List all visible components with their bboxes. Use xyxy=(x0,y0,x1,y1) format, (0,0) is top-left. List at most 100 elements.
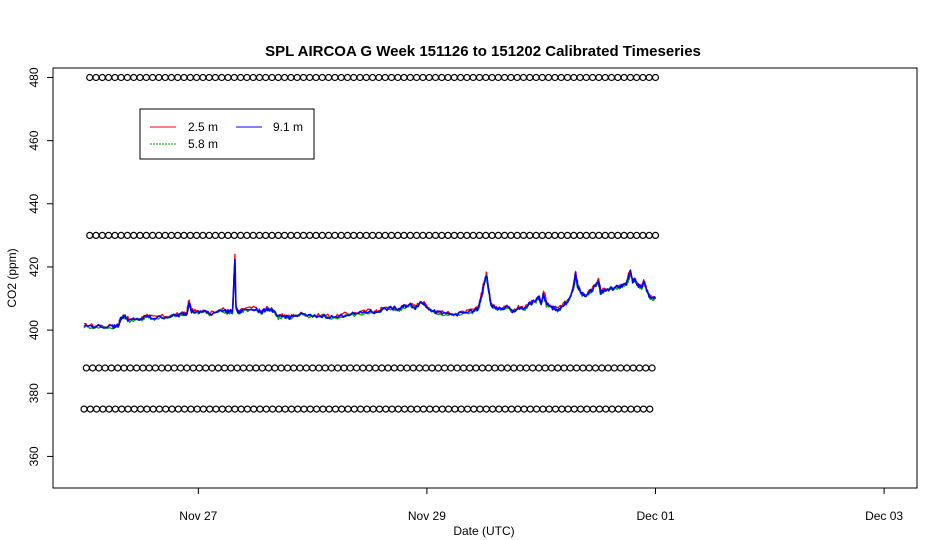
data-marker xyxy=(290,364,298,372)
data-marker xyxy=(431,73,440,82)
data-marker xyxy=(432,405,440,413)
data-marker xyxy=(343,73,352,82)
data-marker xyxy=(488,73,496,82)
data-marker xyxy=(246,364,254,372)
data-marker xyxy=(86,231,94,239)
data-marker xyxy=(313,405,321,413)
data-marker xyxy=(86,405,94,413)
data-marker xyxy=(601,73,609,82)
data-marker xyxy=(86,73,94,82)
data-marker xyxy=(557,231,565,239)
data-marker xyxy=(394,73,402,82)
data-marker xyxy=(265,364,273,372)
data-marker xyxy=(425,231,433,239)
data-marker xyxy=(519,73,528,82)
data-marker xyxy=(321,364,329,372)
data-marker xyxy=(579,364,587,372)
x-tick-label: Dec 03 xyxy=(865,509,903,523)
data-marker xyxy=(591,364,600,372)
data-marker xyxy=(224,73,232,82)
data-marker xyxy=(369,73,377,82)
series-lines xyxy=(83,253,657,330)
data-marker xyxy=(130,231,138,239)
data-marker xyxy=(570,405,578,413)
data-marker xyxy=(382,405,390,413)
data-marker xyxy=(130,405,138,413)
legend-label-2-5m: 2.5 m xyxy=(188,120,218,134)
data-marker xyxy=(626,231,635,239)
data-marker xyxy=(397,364,405,372)
data-marker xyxy=(375,231,383,239)
data-marker xyxy=(434,364,442,372)
data-marker xyxy=(563,231,572,239)
data-marker xyxy=(485,364,493,372)
data-marker xyxy=(564,405,572,413)
data-marker xyxy=(369,405,377,413)
data-marker xyxy=(293,231,301,239)
data-marker xyxy=(277,364,285,372)
data-marker xyxy=(387,73,396,82)
data-marker xyxy=(476,405,484,413)
data-marker xyxy=(225,405,233,413)
data-marker xyxy=(516,364,524,372)
data-marker xyxy=(340,364,348,372)
data-marker xyxy=(99,405,107,413)
data-marker xyxy=(607,231,616,239)
data-marker xyxy=(195,364,203,372)
data-marker xyxy=(149,73,157,82)
data-marker xyxy=(318,231,326,239)
data-marker xyxy=(205,73,213,82)
data-marker xyxy=(415,364,424,372)
data-marker xyxy=(604,364,612,372)
data-marker xyxy=(239,364,247,372)
data-marker xyxy=(513,73,521,82)
data-marker xyxy=(199,73,207,82)
data-marker xyxy=(401,405,409,413)
data-marker xyxy=(445,405,453,413)
x-axis-label: Date (UTC) xyxy=(453,524,514,538)
data-marker xyxy=(118,405,126,413)
data-marker xyxy=(199,405,207,413)
data-marker xyxy=(167,231,175,239)
data-marker xyxy=(80,405,88,413)
data-marker xyxy=(438,231,446,239)
data-marker xyxy=(331,73,339,82)
data-marker xyxy=(514,405,522,413)
data-marker xyxy=(447,364,455,372)
data-marker xyxy=(155,73,163,82)
data-marker xyxy=(632,231,641,239)
x-tick-label: Nov 29 xyxy=(408,509,446,523)
data-marker xyxy=(482,231,490,239)
data-marker xyxy=(645,73,653,82)
data-marker xyxy=(255,73,264,82)
data-marker xyxy=(199,231,207,239)
data-marker xyxy=(601,231,609,239)
data-marker xyxy=(551,405,560,413)
data-marker xyxy=(526,405,534,413)
data-marker xyxy=(639,231,647,239)
data-marker xyxy=(623,364,631,372)
data-marker xyxy=(283,364,292,372)
data-marker xyxy=(614,73,622,82)
axes: Nov 27 Nov 29 Dec 01 Dec 03 360 380 400 420 440 4… xyxy=(27,67,903,523)
data-marker xyxy=(441,364,449,372)
data-marker xyxy=(177,364,185,372)
data-marker xyxy=(532,231,540,239)
data-marker xyxy=(545,405,553,413)
data-marker xyxy=(92,231,100,239)
data-marker xyxy=(472,364,480,372)
data-marker xyxy=(359,364,367,372)
x-tick-label: Nov 27 xyxy=(179,509,217,523)
data-marker xyxy=(95,364,103,372)
data-marker xyxy=(457,405,465,413)
data-marker xyxy=(224,231,232,239)
data-marker xyxy=(470,405,478,413)
data-marker xyxy=(309,364,317,372)
data-marker xyxy=(162,405,170,413)
data-marker xyxy=(501,405,509,413)
data-marker xyxy=(406,231,414,239)
data-marker xyxy=(268,231,276,239)
data-marker xyxy=(139,364,147,372)
data-marker xyxy=(189,364,197,372)
data-marker xyxy=(186,73,194,82)
